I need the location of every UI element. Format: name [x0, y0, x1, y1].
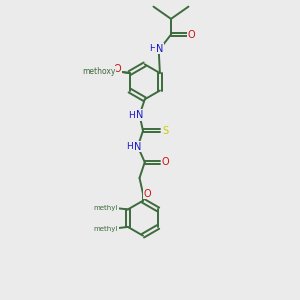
Text: methyl: methyl [94, 226, 118, 232]
Text: S: S [163, 126, 169, 136]
Text: N: N [156, 44, 163, 54]
Text: H: H [128, 110, 135, 119]
Text: O: O [188, 30, 195, 40]
Text: O: O [144, 189, 151, 199]
Text: H: H [127, 142, 133, 151]
Text: H: H [149, 44, 156, 53]
Text: N: N [136, 110, 143, 120]
Text: methyl: methyl [94, 205, 118, 211]
Text: O: O [114, 64, 121, 74]
Text: O: O [162, 157, 169, 167]
Text: N: N [134, 142, 141, 152]
Text: methoxy: methoxy [82, 67, 116, 76]
